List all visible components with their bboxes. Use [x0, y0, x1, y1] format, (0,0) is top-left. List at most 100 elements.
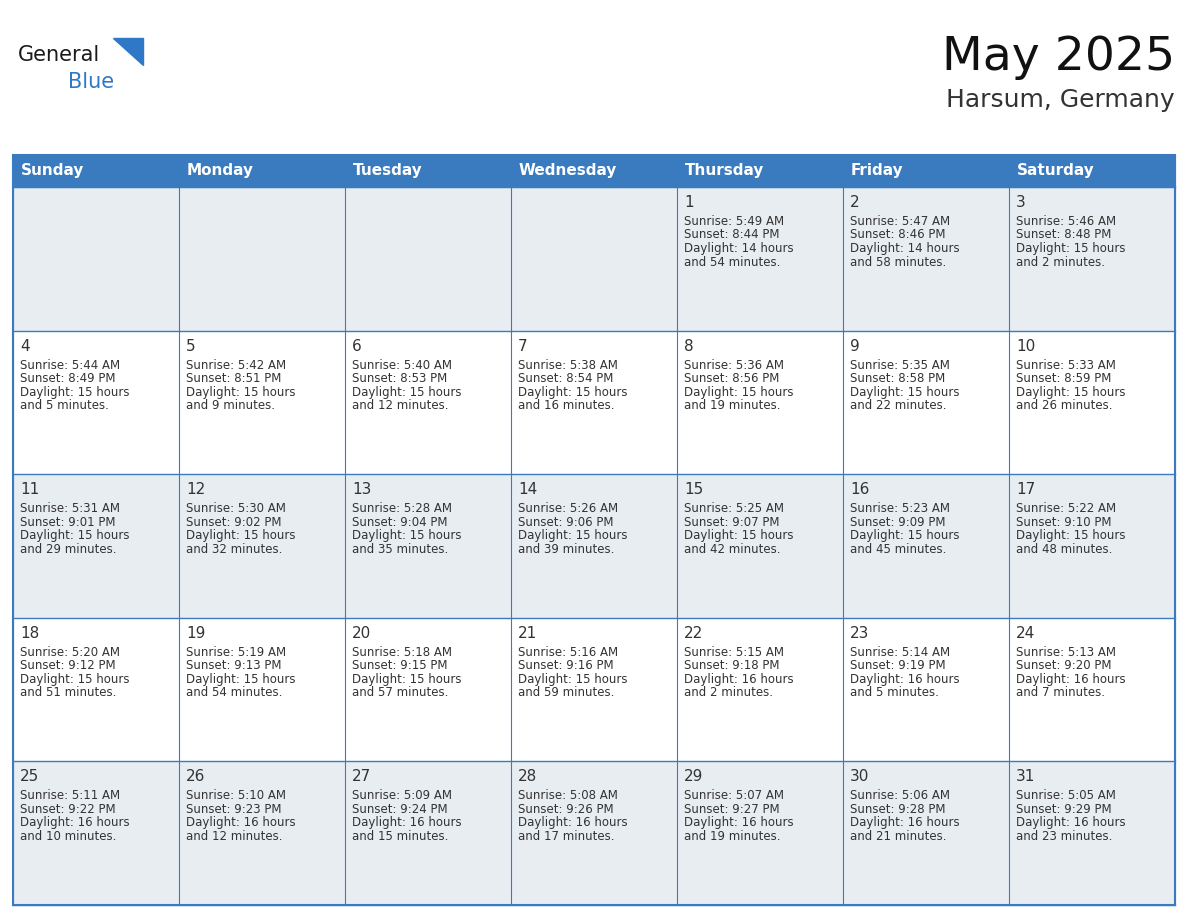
Bar	[1009, 475, 1175, 618]
Text: 6: 6	[352, 339, 362, 353]
Text: Saturday: Saturday	[1017, 163, 1095, 178]
Bar	[179, 618, 345, 761]
Text: 1: 1	[684, 195, 694, 210]
Text: Tuesday: Tuesday	[353, 163, 423, 178]
Bar	[1009, 761, 1175, 905]
Text: Sunset: 9:09 PM: Sunset: 9:09 PM	[849, 516, 946, 529]
Text: and 51 minutes.: and 51 minutes.	[20, 687, 116, 700]
Text: 3: 3	[1016, 195, 1025, 210]
Text: and 59 minutes.: and 59 minutes.	[518, 687, 614, 700]
Text: Sunset: 8:46 PM: Sunset: 8:46 PM	[849, 229, 946, 241]
Text: Daylight: 15 hours: Daylight: 15 hours	[684, 529, 794, 543]
Bar	[179, 155, 345, 187]
Bar	[345, 475, 511, 618]
Text: Sunrise: 5:16 AM: Sunrise: 5:16 AM	[518, 645, 618, 659]
Bar	[511, 475, 677, 618]
Text: and 15 minutes.: and 15 minutes.	[352, 830, 448, 843]
Text: Daylight: 15 hours: Daylight: 15 hours	[518, 673, 627, 686]
Text: Sunrise: 5:36 AM: Sunrise: 5:36 AM	[684, 359, 784, 372]
Text: 13: 13	[352, 482, 372, 498]
Bar	[179, 330, 345, 475]
Text: and 16 minutes.: and 16 minutes.	[518, 399, 614, 412]
Text: Sunrise: 5:10 AM: Sunrise: 5:10 AM	[187, 789, 286, 802]
Text: Sunset: 9:19 PM: Sunset: 9:19 PM	[849, 659, 946, 672]
Text: and 12 minutes.: and 12 minutes.	[187, 830, 283, 843]
Text: Sunrise: 5:23 AM: Sunrise: 5:23 AM	[849, 502, 950, 515]
Text: and 45 minutes.: and 45 minutes.	[849, 543, 947, 555]
Text: Daylight: 15 hours: Daylight: 15 hours	[187, 386, 296, 398]
Text: Daylight: 15 hours: Daylight: 15 hours	[352, 386, 461, 398]
Text: Sunset: 9:28 PM: Sunset: 9:28 PM	[849, 803, 946, 816]
Bar	[843, 330, 1009, 475]
Bar	[345, 187, 511, 330]
Text: Daylight: 15 hours: Daylight: 15 hours	[1016, 242, 1125, 255]
Text: Daylight: 16 hours: Daylight: 16 hours	[849, 673, 960, 686]
Text: Sunset: 8:59 PM: Sunset: 8:59 PM	[1016, 372, 1112, 385]
Text: 25: 25	[20, 769, 39, 784]
Text: and 10 minutes.: and 10 minutes.	[20, 830, 116, 843]
Bar	[179, 761, 345, 905]
Text: and 32 minutes.: and 32 minutes.	[187, 543, 283, 555]
Text: 20: 20	[352, 626, 371, 641]
Bar	[843, 475, 1009, 618]
Text: Sunday: Sunday	[21, 163, 84, 178]
Text: 19: 19	[187, 626, 206, 641]
Text: Sunset: 9:01 PM: Sunset: 9:01 PM	[20, 516, 115, 529]
Bar	[511, 330, 677, 475]
Text: Sunrise: 5:07 AM: Sunrise: 5:07 AM	[684, 789, 784, 802]
Text: Daylight: 15 hours: Daylight: 15 hours	[518, 529, 627, 543]
Text: Sunrise: 5:44 AM: Sunrise: 5:44 AM	[20, 359, 120, 372]
Bar	[511, 761, 677, 905]
Text: Sunrise: 5:42 AM: Sunrise: 5:42 AM	[187, 359, 286, 372]
Text: 4: 4	[20, 339, 30, 353]
Text: Daylight: 15 hours: Daylight: 15 hours	[352, 529, 461, 543]
Bar	[677, 155, 843, 187]
Text: 8: 8	[684, 339, 694, 353]
Bar	[345, 155, 511, 187]
Text: Sunset: 9:24 PM: Sunset: 9:24 PM	[352, 803, 448, 816]
Bar	[13, 330, 179, 475]
Text: Sunset: 9:06 PM: Sunset: 9:06 PM	[518, 516, 613, 529]
Bar	[13, 155, 1175, 905]
Text: Sunrise: 5:46 AM: Sunrise: 5:46 AM	[1016, 215, 1116, 228]
Text: Sunset: 8:53 PM: Sunset: 8:53 PM	[352, 372, 447, 385]
Text: Sunrise: 5:35 AM: Sunrise: 5:35 AM	[849, 359, 950, 372]
Text: Sunrise: 5:47 AM: Sunrise: 5:47 AM	[849, 215, 950, 228]
Text: and 21 minutes.: and 21 minutes.	[849, 830, 947, 843]
Text: Sunset: 9:07 PM: Sunset: 9:07 PM	[684, 516, 779, 529]
Bar	[511, 155, 677, 187]
Text: Daylight: 15 hours: Daylight: 15 hours	[20, 673, 129, 686]
Text: and 54 minutes.: and 54 minutes.	[187, 687, 283, 700]
Text: Daylight: 15 hours: Daylight: 15 hours	[1016, 529, 1125, 543]
Text: Monday: Monday	[187, 163, 254, 178]
Text: and 5 minutes.: and 5 minutes.	[849, 687, 939, 700]
Text: Sunrise: 5:13 AM: Sunrise: 5:13 AM	[1016, 645, 1116, 659]
Text: Sunrise: 5:25 AM: Sunrise: 5:25 AM	[684, 502, 784, 515]
Text: Sunrise: 5:19 AM: Sunrise: 5:19 AM	[187, 645, 286, 659]
Text: 18: 18	[20, 626, 39, 641]
Text: Sunset: 9:15 PM: Sunset: 9:15 PM	[352, 659, 448, 672]
Text: and 19 minutes.: and 19 minutes.	[684, 830, 781, 843]
Text: Daylight: 14 hours: Daylight: 14 hours	[684, 242, 794, 255]
Text: Daylight: 15 hours: Daylight: 15 hours	[352, 673, 461, 686]
Text: 21: 21	[518, 626, 537, 641]
Text: 29: 29	[684, 769, 703, 784]
Text: Friday: Friday	[851, 163, 904, 178]
Text: Sunset: 9:02 PM: Sunset: 9:02 PM	[187, 516, 282, 529]
Text: Sunset: 8:51 PM: Sunset: 8:51 PM	[187, 372, 282, 385]
Text: and 39 minutes.: and 39 minutes.	[518, 543, 614, 555]
Text: and 35 minutes.: and 35 minutes.	[352, 543, 448, 555]
Text: Sunset: 9:23 PM: Sunset: 9:23 PM	[187, 803, 282, 816]
Bar	[13, 761, 179, 905]
Text: 26: 26	[187, 769, 206, 784]
Bar	[1009, 618, 1175, 761]
Text: 22: 22	[684, 626, 703, 641]
Text: Sunset: 9:18 PM: Sunset: 9:18 PM	[684, 659, 779, 672]
Text: Daylight: 15 hours: Daylight: 15 hours	[849, 529, 960, 543]
Text: Sunrise: 5:11 AM: Sunrise: 5:11 AM	[20, 789, 120, 802]
Bar	[511, 618, 677, 761]
Text: Harsum, Germany: Harsum, Germany	[947, 88, 1175, 112]
Bar	[843, 761, 1009, 905]
Text: and 7 minutes.: and 7 minutes.	[1016, 687, 1105, 700]
Text: Sunrise: 5:14 AM: Sunrise: 5:14 AM	[849, 645, 950, 659]
